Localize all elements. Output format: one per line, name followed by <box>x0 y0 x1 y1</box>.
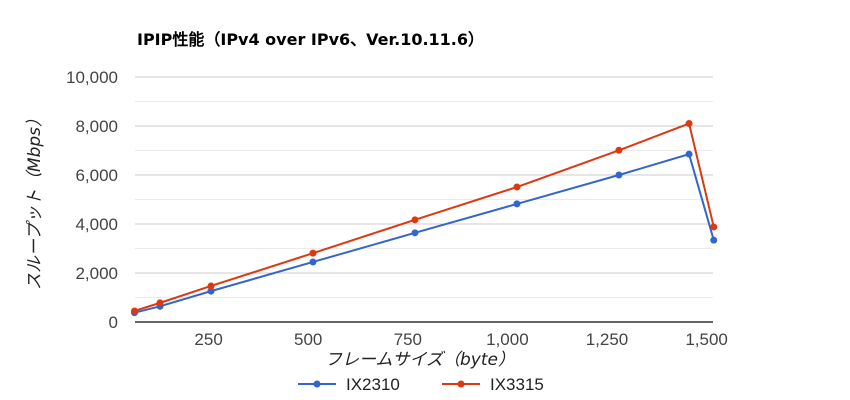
gridlines <box>135 76 713 298</box>
data-series <box>130 120 718 317</box>
data-point[interactable] <box>411 229 419 237</box>
legend-label: IX2310 <box>346 375 400 394</box>
data-point[interactable] <box>309 249 317 257</box>
y-tick-label: 6,000 <box>75 166 118 185</box>
legend-label: IX3315 <box>490 375 544 394</box>
data-point[interactable] <box>685 150 693 158</box>
data-point[interactable] <box>710 236 718 244</box>
data-point[interactable] <box>207 287 215 295</box>
series-line <box>134 152 715 314</box>
x-tick-label: 1,250 <box>586 330 629 349</box>
x-tick-label: 500 <box>294 330 322 349</box>
y-tick-label: 8,000 <box>75 117 118 136</box>
x-axis-ticks: 250 500 750 1,000 1,250 1,500 <box>194 330 727 349</box>
y-tick-label: 10,000 <box>66 68 118 87</box>
x-tick-label: 750 <box>394 330 422 349</box>
y-tick-label: 2,000 <box>75 264 118 283</box>
legend-marker-icon <box>457 380 465 388</box>
legend-item-ix2310[interactable]: IX2310 <box>298 375 400 394</box>
series-ix3315 <box>130 120 718 315</box>
x-tick-label: 250 <box>194 330 222 349</box>
y-tick-label: 0 <box>109 313 118 332</box>
series-line <box>134 122 715 312</box>
x-tick-label: 1,000 <box>486 330 529 349</box>
legend-item-ix3315[interactable]: IX3315 <box>442 375 544 394</box>
data-point[interactable] <box>411 216 419 224</box>
legend-marker-icon <box>313 380 321 388</box>
data-point[interactable] <box>615 146 623 154</box>
data-point[interactable] <box>513 200 521 208</box>
data-point[interactable] <box>615 171 623 179</box>
chart-title: IPIP性能（IPv4 over IPv6、Ver.10.11.6） <box>137 30 485 49</box>
y-axis-label: スループット（Mbps） <box>25 110 45 290</box>
x-tick-label: 1,500 <box>685 330 728 349</box>
series-ix2310 <box>130 150 718 317</box>
y-axis-ticks: 0 2,000 4,000 6,000 8,000 10,000 <box>66 68 118 332</box>
x-axis-label: フレームサイズ（byte） <box>325 350 515 370</box>
y-tick-label: 4,000 <box>75 215 118 234</box>
data-point[interactable] <box>309 258 317 266</box>
legend: IX2310 IX3315 <box>298 375 544 394</box>
data-point[interactable] <box>207 282 215 290</box>
data-point[interactable] <box>513 183 521 191</box>
data-point[interactable] <box>130 307 138 315</box>
data-point[interactable] <box>710 223 718 231</box>
data-point[interactable] <box>685 120 693 128</box>
data-point[interactable] <box>156 299 164 307</box>
